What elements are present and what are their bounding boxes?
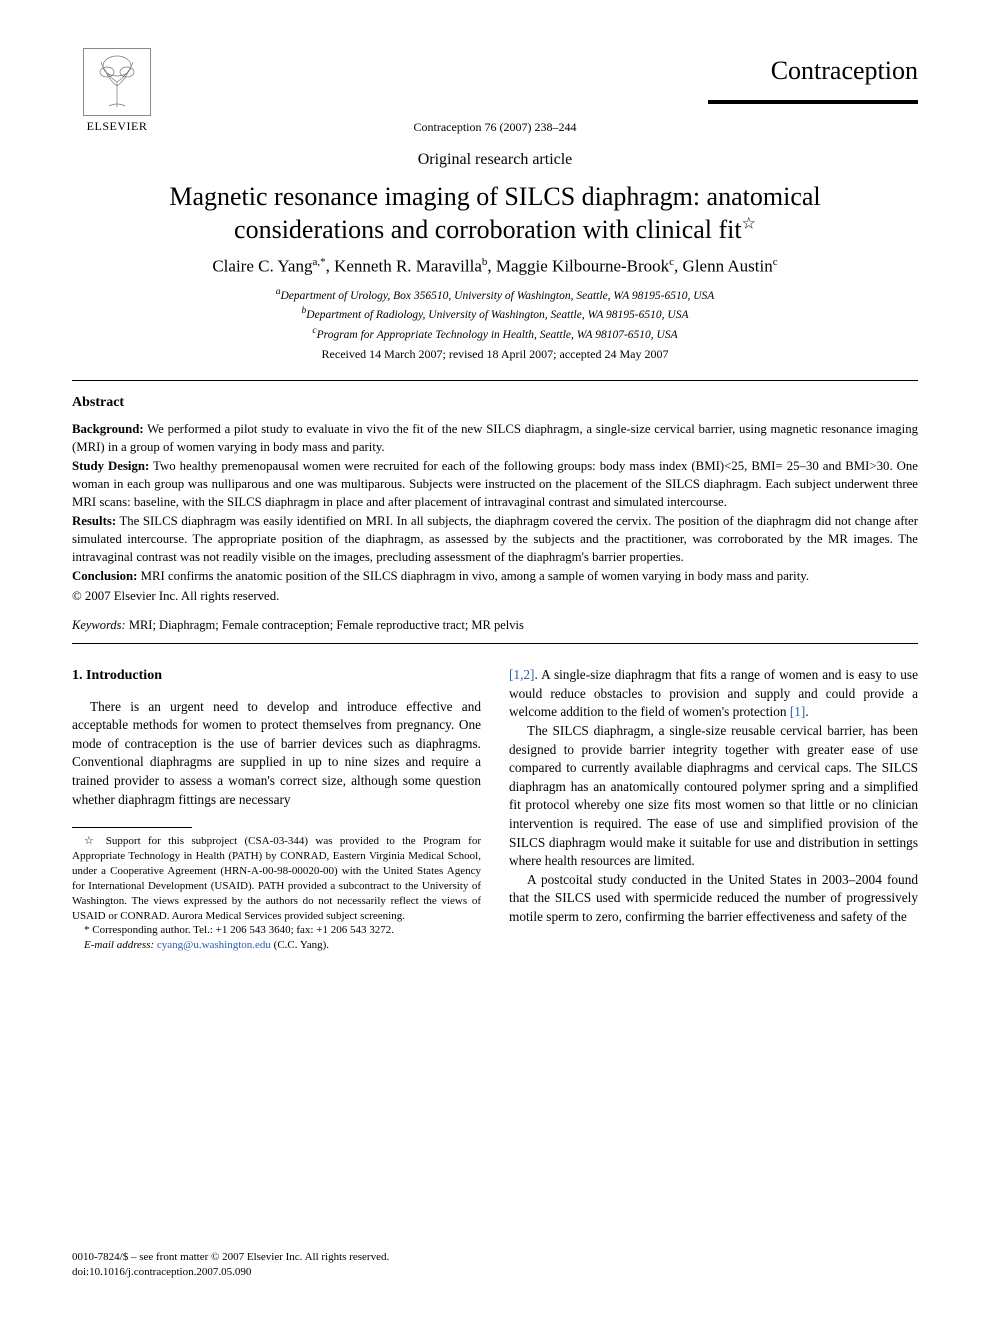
affiliation-b: Department of Radiology, University of W… [306,309,688,321]
author-1: Claire C. Yang [212,257,312,276]
author-1-sup: a,* [312,256,325,268]
article-dates: Received 14 March 2007; revised 18 April… [72,347,918,362]
affiliations: aDepartment of Urology, Box 356510, Univ… [72,285,918,344]
keywords-text: MRI; Diaphragm; Female contraception; Fe… [126,618,524,632]
article-title: Magnetic resonance imaging of SILCS diap… [92,181,898,246]
abstract-conclusion: Conclusion: MRI confirms the anatomic po… [72,568,918,586]
column-right: [1,2]. A single-size diaphragm that fits… [509,666,918,953]
author-3: , Maggie Kilbourne-Brook [487,257,669,276]
background-text: We performed a pilot study to evaluate i… [72,422,918,454]
conclusion-label: Conclusion: [72,569,137,583]
author-2: , Kenneth R. Maravilla [326,257,482,276]
authors-line: Claire C. Yanga,*, Kenneth R. Maravillab… [72,256,918,277]
footnote-funding: ☆ Support for this subproject (CSA-03-34… [72,834,481,923]
citation-line: Contraception 76 (2007) 238–244 [72,120,918,135]
footer-line1: 0010-7824/$ – see front matter © 2007 El… [72,1251,389,1263]
abstract-copyright: © 2007 Elsevier Inc. All rights reserved… [72,589,918,604]
rule-top [72,380,918,381]
conclusion-text: MRI confirms the anatomic position of th… [137,569,809,583]
body-columns: 1. Introduction There is an urgent need … [72,666,918,953]
abstract-background: Background: We performed a pilot study t… [72,421,918,456]
affiliation-a: Department of Urology, Box 356510, Unive… [280,289,714,301]
design-text: Two healthy premenopausal women were rec… [72,459,918,508]
rule-bottom [72,643,918,644]
author-4-sup: c [773,256,778,268]
background-label: Background: [72,422,144,436]
section-1-heading: 1. Introduction [72,666,481,686]
footer-block: 0010-7824/$ – see front matter © 2007 El… [72,1250,389,1280]
abstract-results: Results: The SILCS diaphragm was easily … [72,513,918,566]
footnote-email: E-mail address: cyang@u.washington.edu (… [72,938,481,953]
col2-p2: The SILCS diaphragm, a single-size reusa… [509,722,918,871]
journal-name: Contraception [708,56,918,104]
publisher-label: ELSEVIER [87,119,148,134]
title-line2: considerations and corroboration with cl… [234,215,742,244]
col2-p1-post: . A single-size diaphragm that fits a ra… [509,667,918,719]
affiliation-c: Program for Appropriate Technology in He… [317,328,678,340]
keywords-label: Keywords: [72,618,126,632]
col2-p1-end: . [805,704,808,719]
column-left: 1. Introduction There is an urgent need … [72,666,481,953]
keywords-line: Keywords: MRI; Diaphragm; Female contrac… [72,618,918,633]
col2-p3: A postcoital study conducted in the Unit… [509,871,918,927]
abstract-design: Study Design: Two healthy premenopausal … [72,458,918,511]
intro-p1: There is an urgent need to develop and i… [72,698,481,810]
results-text: The SILCS diaphragm was easily identifie… [72,514,918,563]
abstract-heading: Abstract [72,395,918,411]
footnotes-block: ☆ Support for this subproject (CSA-03-34… [72,834,481,953]
abstract-block: Abstract Background: We performed a pilo… [72,395,918,604]
article-type: Original research article [72,151,918,169]
title-line1: Magnetic resonance imaging of SILCS diap… [169,182,820,211]
author-4: , Glenn Austin [674,257,773,276]
footer-line2: doi:10.1016/j.contraception.2007.05.090 [72,1266,251,1278]
design-label: Study Design: [72,459,149,473]
ref-1[interactable]: [1] [790,704,806,719]
results-label: Results: [72,514,116,528]
footnote-corresponding: * Corresponding author. Tel.: +1 206 543… [72,923,481,938]
email-link[interactable]: cyang@u.washington.edu [157,939,271,951]
col2-p1: [1,2]. A single-size diaphragm that fits… [509,666,918,722]
email-label: E-mail address: [84,939,154,951]
publisher-logo-block: ELSEVIER [72,48,162,134]
footnote-rule [72,827,192,828]
ref-1-2[interactable]: [1,2] [509,667,534,682]
email-suffix: (C.C. Yang). [271,939,329,951]
elsevier-tree-icon [83,48,151,116]
title-star-icon: ☆ [742,215,756,232]
